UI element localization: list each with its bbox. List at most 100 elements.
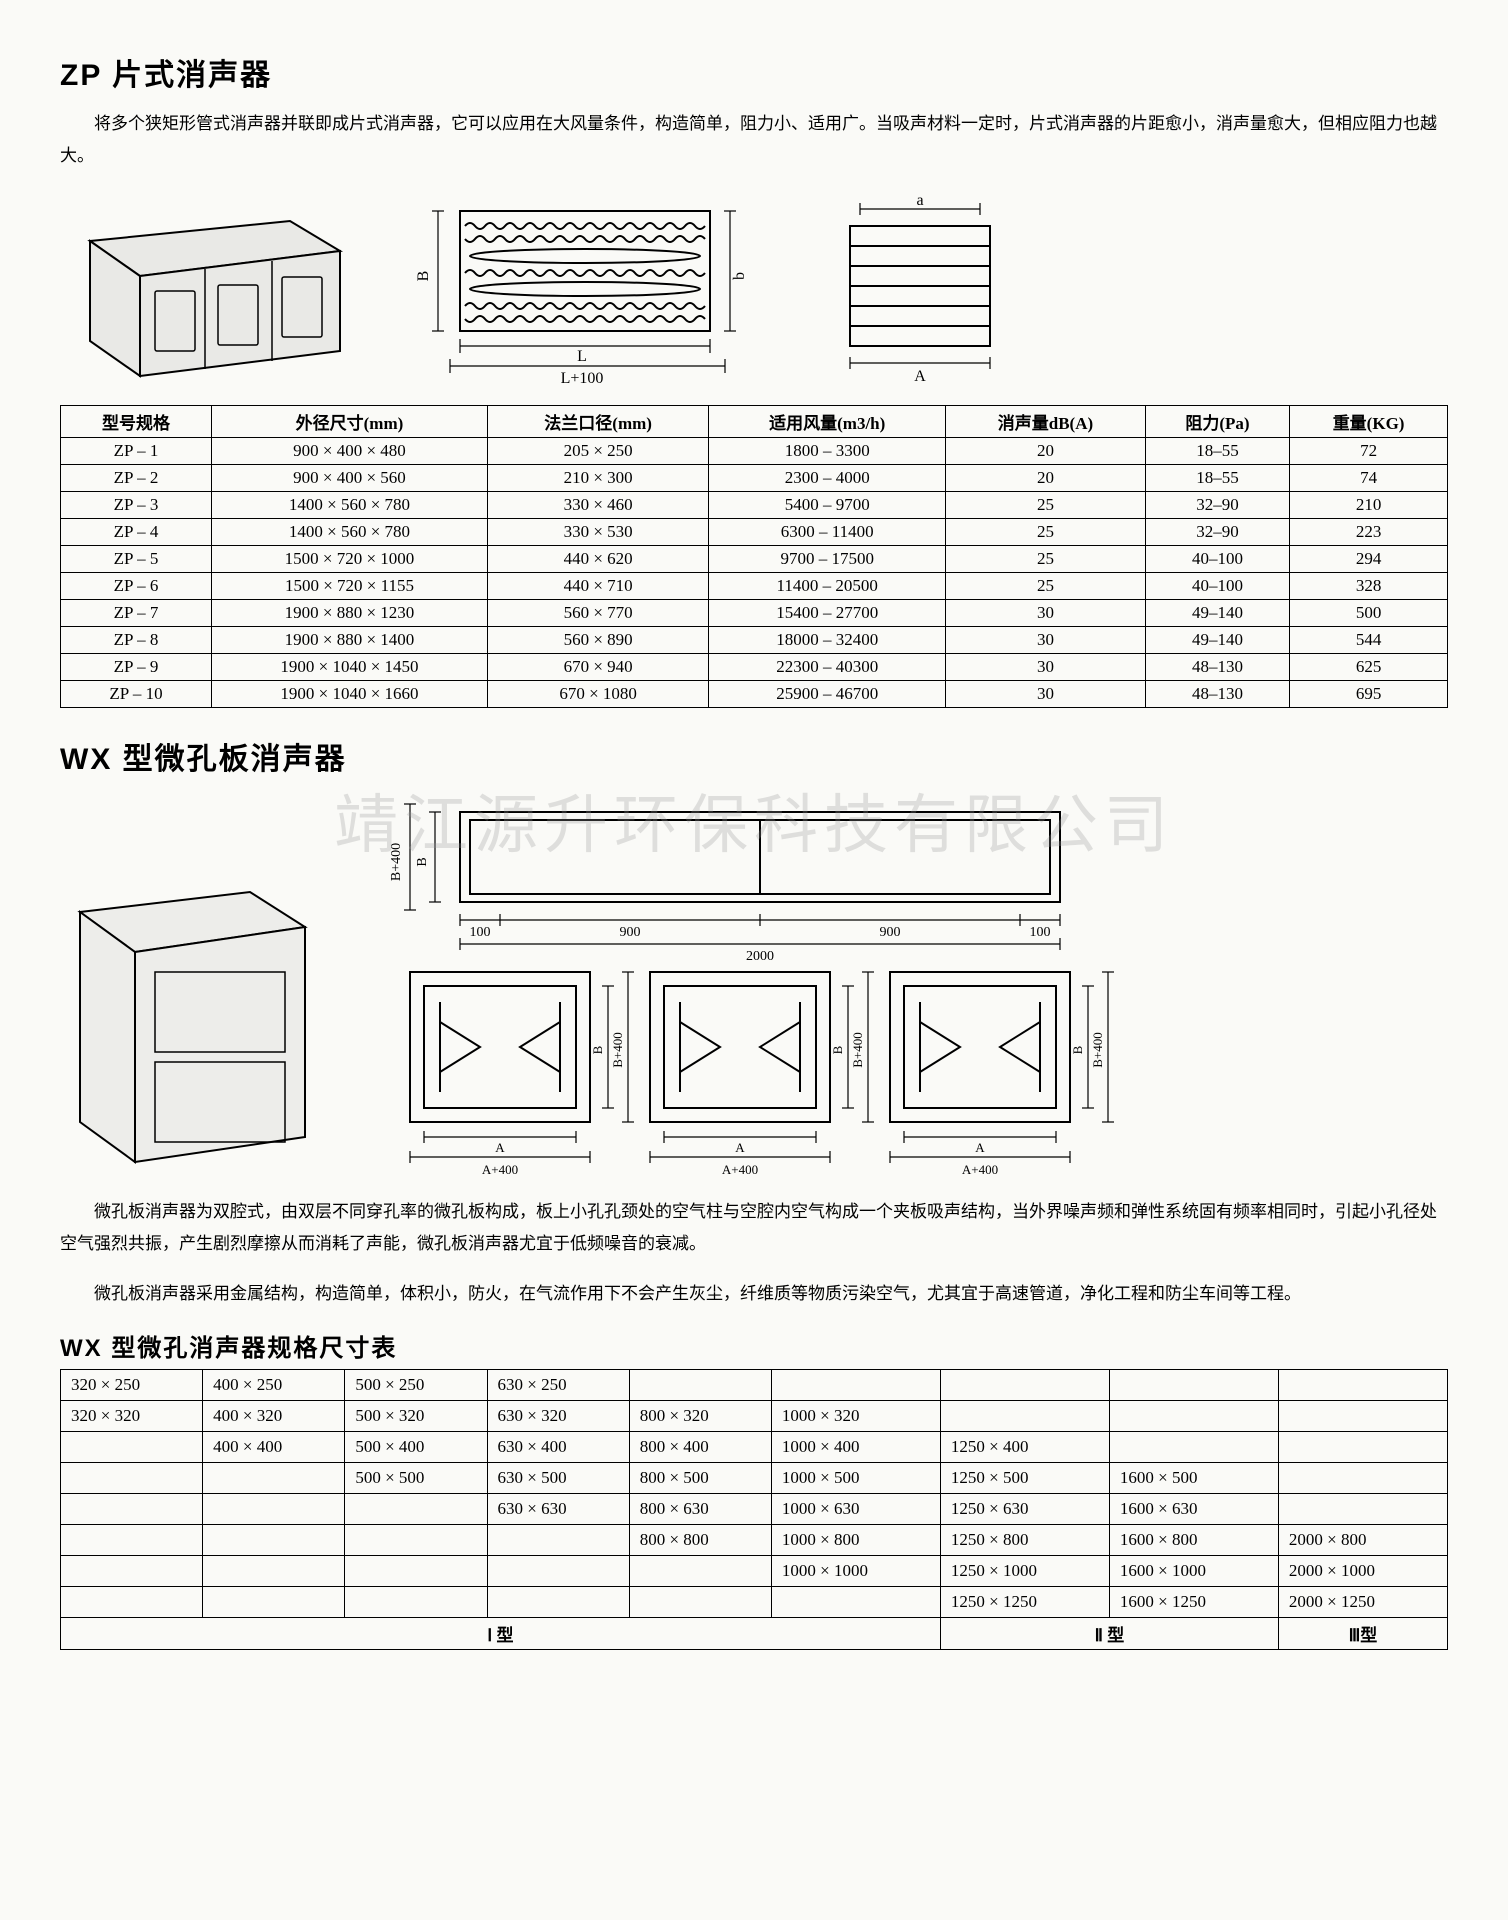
wx-size-cell bbox=[203, 1587, 345, 1618]
zp-td: 48–130 bbox=[1145, 680, 1289, 707]
zp-td: 32–90 bbox=[1145, 491, 1289, 518]
wx-size-cell bbox=[1109, 1432, 1278, 1463]
wx-size-cell: 1000 × 500 bbox=[771, 1463, 940, 1494]
svg-text:B+400: B+400 bbox=[1090, 1032, 1105, 1068]
wx-size-cell bbox=[61, 1587, 203, 1618]
zp-td: 2300 – 4000 bbox=[709, 464, 946, 491]
wx-size-cell bbox=[1109, 1370, 1278, 1401]
zp-td: ZP – 4 bbox=[61, 518, 212, 545]
zp-td: 74 bbox=[1290, 464, 1448, 491]
svg-text:B+400: B+400 bbox=[389, 842, 404, 880]
wx-size-cell bbox=[345, 1525, 487, 1556]
wx-para2: 微孔板消声器采用金属结构，构造简单，体积小，防火，在气流作用下不会产生灰尘，纤维… bbox=[60, 1278, 1448, 1310]
zp-td: 1900 × 880 × 1230 bbox=[212, 599, 488, 626]
svg-text:A: A bbox=[735, 1140, 745, 1155]
wx-size-cell: 630 × 630 bbox=[487, 1494, 629, 1525]
wx-size-cell: 800 × 320 bbox=[629, 1401, 771, 1432]
wx-size-cell bbox=[61, 1432, 203, 1463]
zp-td: 48–130 bbox=[1145, 653, 1289, 680]
wx-size-cell: 1250 × 630 bbox=[940, 1494, 1109, 1525]
zp-td: ZP – 1 bbox=[61, 437, 212, 464]
wx-size-cell: 800 × 500 bbox=[629, 1463, 771, 1494]
zp-td: 20 bbox=[946, 437, 1146, 464]
svg-text:A: A bbox=[975, 1140, 985, 1155]
wx-size-cell: 800 × 630 bbox=[629, 1494, 771, 1525]
zp-td: 25900 – 46700 bbox=[709, 680, 946, 707]
wx-size-cell: 500 × 320 bbox=[345, 1401, 487, 1432]
zp-th: 外径尺寸(mm) bbox=[212, 405, 488, 437]
wx-size-cell: 630 × 250 bbox=[487, 1370, 629, 1401]
wx-size-cell: 1000 × 320 bbox=[771, 1401, 940, 1432]
zp-td: 11400 – 20500 bbox=[709, 572, 946, 599]
zp-td: 900 × 400 × 560 bbox=[212, 464, 488, 491]
zp-td: 500 bbox=[1290, 599, 1448, 626]
wx-size-cell bbox=[940, 1401, 1109, 1432]
zp-td: ZP – 5 bbox=[61, 545, 212, 572]
wx-size-cell bbox=[61, 1463, 203, 1494]
wx-size-cell bbox=[345, 1587, 487, 1618]
svg-text:a: a bbox=[916, 192, 923, 209]
zp-3d-box-icon bbox=[60, 191, 360, 391]
zp-figure-row: L L+100 B b a A bbox=[60, 191, 1448, 391]
svg-text:b: b bbox=[731, 272, 748, 280]
zp-title: ZP 片式消声器 bbox=[60, 50, 1448, 94]
wx-size-cell bbox=[345, 1494, 487, 1525]
zp-td: 1400 × 560 × 780 bbox=[212, 491, 488, 518]
zp-td: 22300 – 40300 bbox=[709, 653, 946, 680]
zp-td: 440 × 620 bbox=[487, 545, 709, 572]
wx-size-cell: 400 × 320 bbox=[203, 1401, 345, 1432]
zp-td: ZP – 10 bbox=[61, 680, 212, 707]
zp-td: 40–100 bbox=[1145, 572, 1289, 599]
zp-td: 1800 – 3300 bbox=[709, 437, 946, 464]
wx-size-cell: 1250 × 500 bbox=[940, 1463, 1109, 1494]
zp-td: 560 × 890 bbox=[487, 626, 709, 653]
svg-text:A+400: A+400 bbox=[482, 1162, 518, 1177]
svg-text:A+400: A+400 bbox=[962, 1162, 998, 1177]
wx-size-cell bbox=[61, 1494, 203, 1525]
svg-text:B: B bbox=[830, 1045, 845, 1054]
wx-size-cell: 320 × 320 bbox=[61, 1401, 203, 1432]
zp-th: 型号规格 bbox=[61, 405, 212, 437]
zp-td: 210 bbox=[1290, 491, 1448, 518]
zp-td: 328 bbox=[1290, 572, 1448, 599]
wx-size-cell bbox=[1278, 1494, 1447, 1525]
wx-3d-box-icon bbox=[60, 862, 330, 1182]
zp-td: ZP – 6 bbox=[61, 572, 212, 599]
wx-size-cell: 400 × 250 bbox=[203, 1370, 345, 1401]
svg-text:L+100: L+100 bbox=[561, 370, 604, 387]
svg-text:2000: 2000 bbox=[746, 949, 774, 962]
zp-td: 30 bbox=[946, 680, 1146, 707]
wx-size-cell: 630 × 500 bbox=[487, 1463, 629, 1494]
wx-type-cell: Ⅰ 型 bbox=[61, 1618, 941, 1650]
svg-text:B+400: B+400 bbox=[850, 1032, 865, 1068]
zp-td: 205 × 250 bbox=[487, 437, 709, 464]
svg-text:B: B bbox=[590, 1045, 605, 1054]
zp-td: 223 bbox=[1290, 518, 1448, 545]
wx-size-cell: 1250 × 1000 bbox=[940, 1556, 1109, 1587]
wx-size-cell: 1000 × 1000 bbox=[771, 1556, 940, 1587]
zp-td: 1900 × 1040 × 1450 bbox=[212, 653, 488, 680]
wx-type-cell: Ⅲ型 bbox=[1278, 1618, 1447, 1650]
svg-text:B+400: B+400 bbox=[610, 1032, 625, 1068]
zp-td: 25 bbox=[946, 518, 1146, 545]
zp-td: 49–140 bbox=[1145, 626, 1289, 653]
wx-size-cell bbox=[1278, 1463, 1447, 1494]
zp-td: 18–55 bbox=[1145, 437, 1289, 464]
zp-td: 695 bbox=[1290, 680, 1448, 707]
zp-td: 25 bbox=[946, 545, 1146, 572]
zp-td: 18000 – 32400 bbox=[709, 626, 946, 653]
zp-td: 30 bbox=[946, 599, 1146, 626]
zp-td: 544 bbox=[1290, 626, 1448, 653]
zp-td: 440 × 710 bbox=[487, 572, 709, 599]
zp-td: 900 × 400 × 480 bbox=[212, 437, 488, 464]
zp-td: 9700 – 17500 bbox=[709, 545, 946, 572]
zp-th: 消声量dB(A) bbox=[946, 405, 1146, 437]
wx-size-cell bbox=[203, 1463, 345, 1494]
wx-size-cell: 500 × 400 bbox=[345, 1432, 487, 1463]
wx-cross-diagram: BB+400AA+400 BB+400AA+400 BB+400AA+400 bbox=[380, 962, 1120, 1182]
zp-td: 25 bbox=[946, 572, 1146, 599]
zp-td: ZP – 8 bbox=[61, 626, 212, 653]
wx-size-cell: 1000 × 400 bbox=[771, 1432, 940, 1463]
wx-size-cell: 1600 × 1000 bbox=[1109, 1556, 1278, 1587]
zp-td: 625 bbox=[1290, 653, 1448, 680]
